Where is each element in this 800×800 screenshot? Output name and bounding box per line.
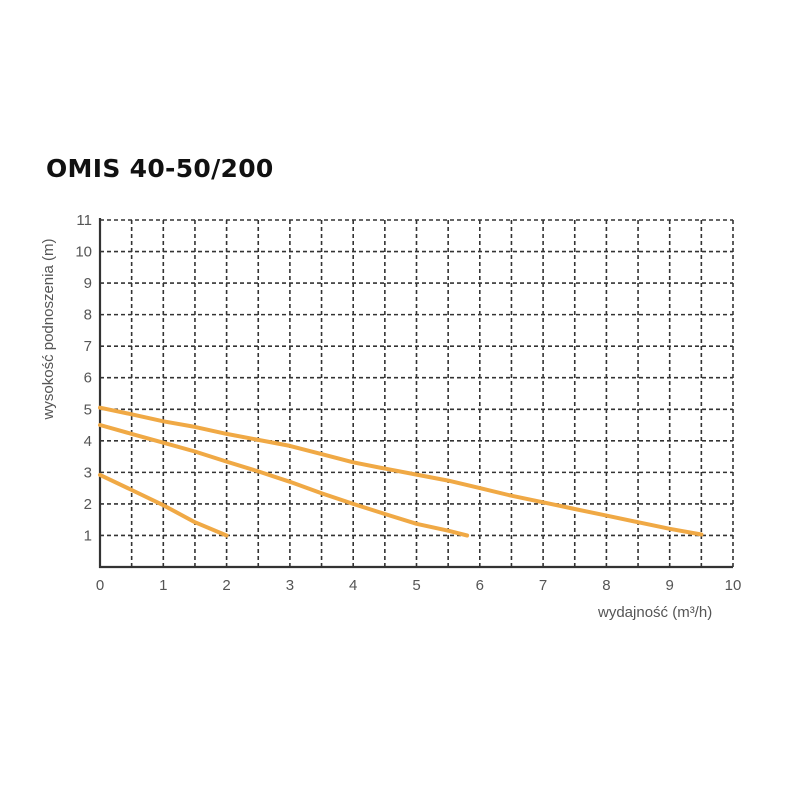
x-tick-label: 6 [476,577,484,594]
pump-curves [98,405,704,538]
y-tick-label: 3 [84,464,92,481]
y-tick-label: 7 [84,338,92,355]
y-tick-label: 10 [75,244,92,261]
x-tick-label: 3 [286,577,294,594]
x-tick-label: 2 [222,577,230,594]
x-tick-label: 5 [412,577,420,594]
pump-curve-curve-mid [98,423,470,538]
y-axis-label: wysokość podnoszenia (m) [40,239,57,421]
x-axis-label: wydajność (m³/h) [598,604,713,621]
y-tick-label: 5 [84,401,92,418]
x-tick-labels: 0 1 2 3 4 5 6 7 8 9 10 [96,577,742,594]
y-tick-label: 11 [76,212,92,229]
pump-curve-curve-low [98,472,229,538]
chart-axes [98,218,733,569]
y-tick-label: 9 [84,275,92,292]
x-tick-label: 9 [666,577,674,594]
y-tick-label: 6 [84,370,92,387]
chart-title: OMIS 40-50/200 [46,154,274,183]
y-tick-label: 2 [84,496,92,513]
chart-grid [100,219,734,567]
x-tick-label: 1 [159,577,167,594]
x-tick-label: 7 [539,577,547,594]
y-tick-label: 8 [84,307,92,324]
y-tick-label: 1 [84,527,92,544]
pump-curve-curve-high [98,405,704,537]
y-tick-labels: 1 2 3 4 5 6 7 8 9 10 11 [75,212,92,544]
x-tick-label: 4 [349,577,357,594]
x-tick-label: 10 [725,577,742,594]
y-tick-label: 4 [84,433,92,450]
x-tick-label: 0 [96,577,104,594]
x-tick-label: 8 [602,577,610,594]
